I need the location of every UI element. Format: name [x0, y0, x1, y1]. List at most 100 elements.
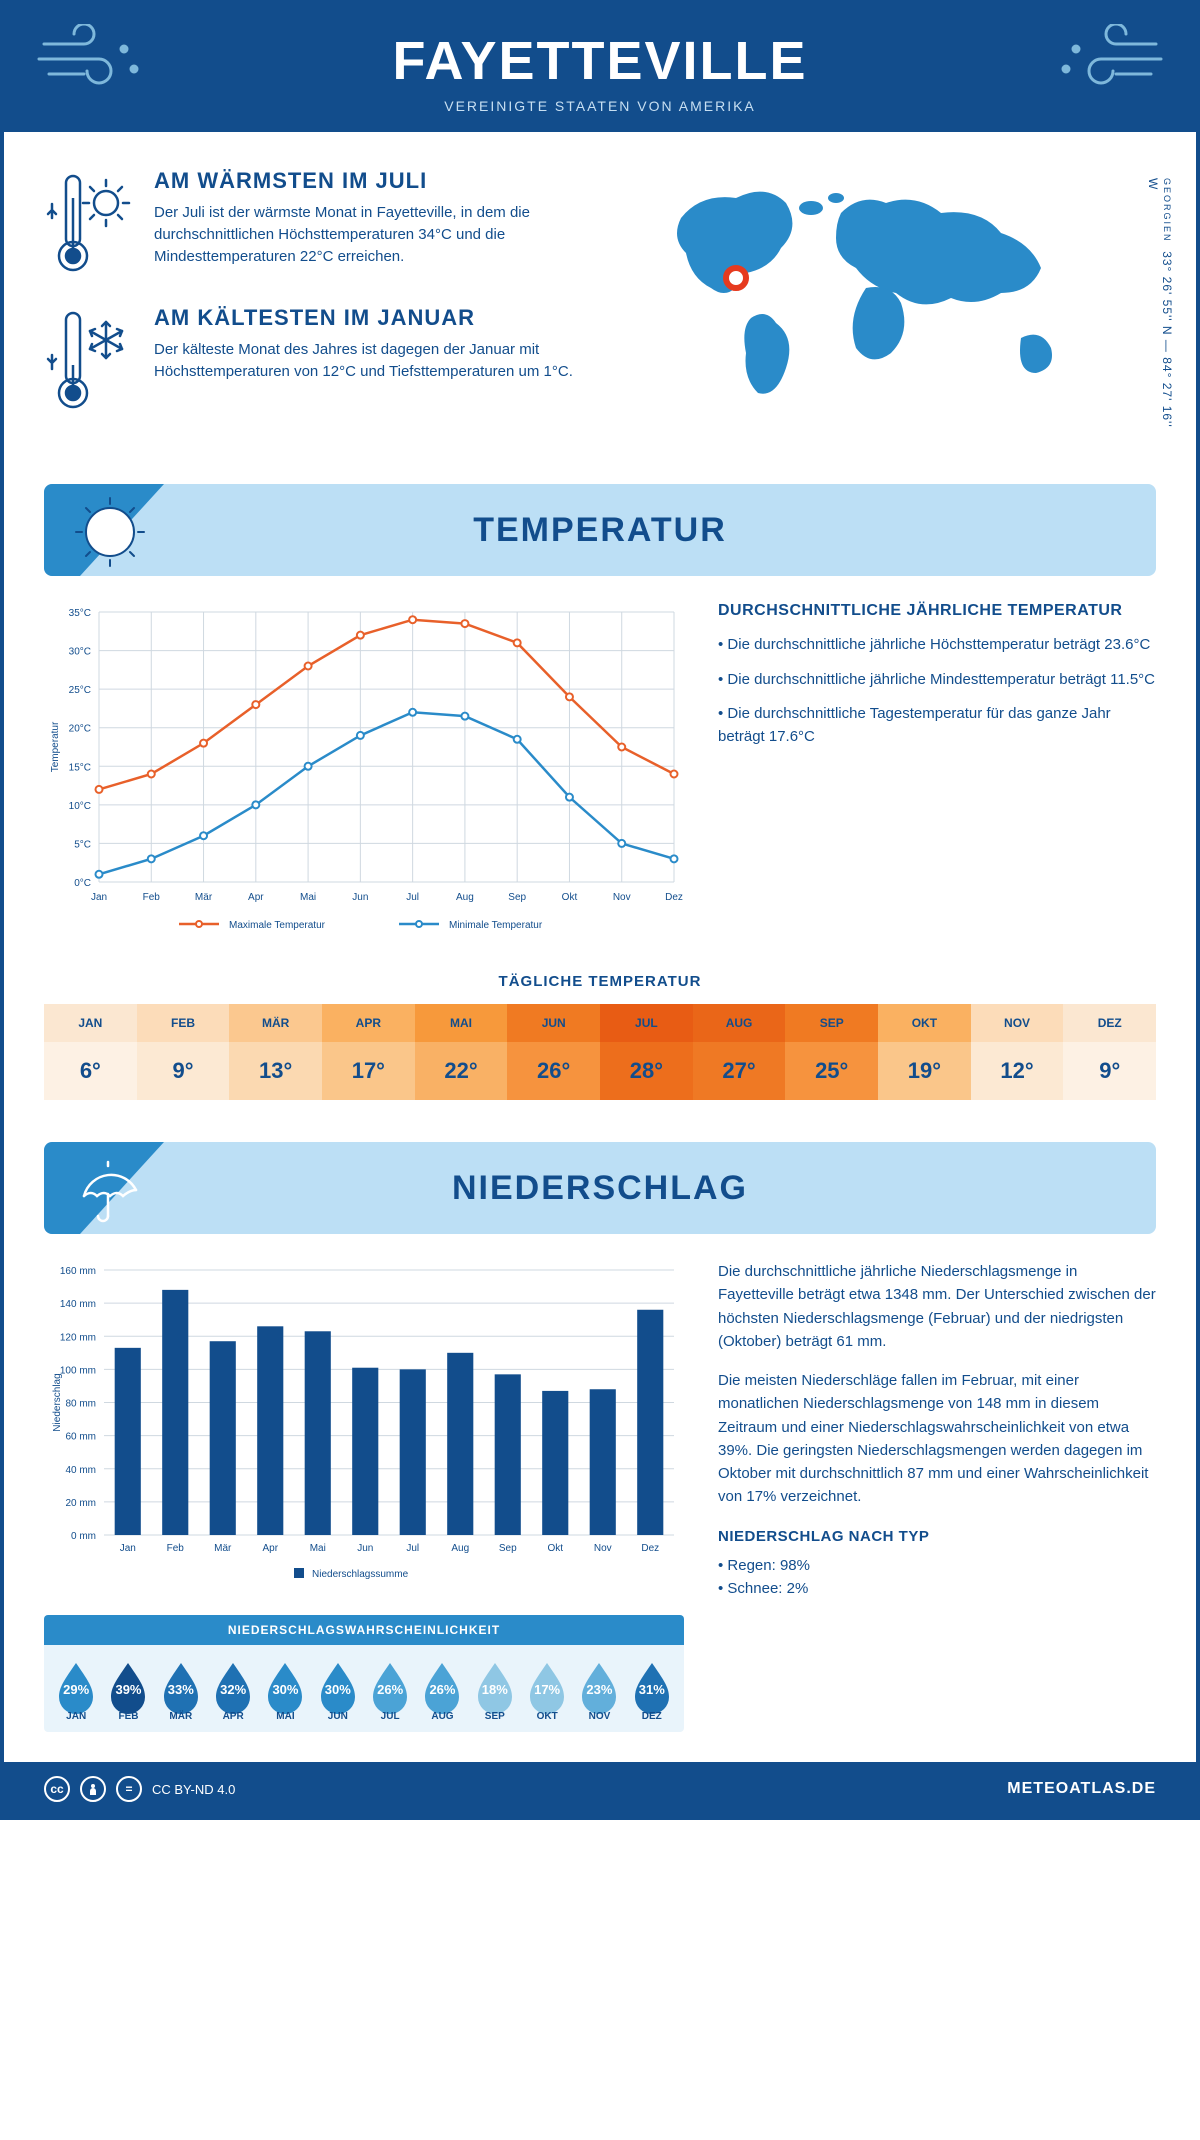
drop-item: 23% NOV [573, 1659, 625, 1722]
page-footer: cc = CC BY-ND 4.0 METEOATLAS.DE [4, 1762, 1196, 1816]
svg-text:Okt: Okt [562, 892, 578, 903]
temperature-line-chart: 0°C5°C10°C15°C20°C25°C30°C35°CJanFebMärA… [44, 602, 684, 947]
svg-text:Jun: Jun [357, 1543, 373, 1554]
warmest-fact: AM WÄRMSTEN IM JULI Der Juli ist der wär… [44, 168, 611, 283]
license-text: CC BY-ND 4.0 [152, 1782, 235, 1797]
temperature-banner: TEMPERATUR [44, 484, 1156, 576]
daily-col: APR 17° [322, 1004, 415, 1100]
svg-text:Feb: Feb [143, 892, 161, 903]
site-name: METEOATLAS.DE [1007, 1780, 1156, 1798]
svg-text:Dez: Dez [665, 892, 683, 903]
svg-text:Niederschlagssumme: Niederschlagssumme [312, 1569, 409, 1580]
thermometer-hot-icon [44, 168, 134, 283]
svg-text:Niederschlag: Niederschlag [52, 1373, 63, 1431]
svg-text:Nov: Nov [613, 892, 631, 903]
svg-text:Temperatur: Temperatur [50, 721, 61, 772]
svg-text:Sep: Sep [499, 1543, 517, 1554]
svg-text:Nov: Nov [594, 1543, 612, 1554]
wind-icon [1046, 24, 1166, 99]
sun-icon [70, 494, 150, 579]
svg-text:25°C: 25°C [69, 685, 91, 696]
svg-text:Jun: Jun [352, 892, 368, 903]
page-header: FAYETTEVILLE VEREINIGTE STAATEN VON AMER… [4, 4, 1196, 132]
drop-item: 18% SEP [469, 1659, 521, 1722]
precip-title: NIEDERSCHLAG [452, 1169, 748, 1208]
precip-summary: Die durchschnittliche jährliche Niedersc… [718, 1260, 1156, 1600]
temp-summary-title: DURCHSCHNITTLICHE JÄHRLICHE TEMPERATUR [718, 602, 1156, 620]
svg-text:15°C: 15°C [69, 762, 91, 773]
svg-text:Maximale Temperatur: Maximale Temperatur [229, 920, 326, 931]
daily-col: SEP 25° [785, 1004, 878, 1100]
daily-col: FEB 9° [137, 1004, 230, 1100]
svg-text:80 mm: 80 mm [65, 1399, 96, 1410]
drop-item: 31% DEZ [626, 1659, 678, 1722]
daily-col: OKT 19° [878, 1004, 971, 1100]
svg-text:20 mm: 20 mm [65, 1498, 96, 1509]
page-title: FAYETTEVILLE [4, 30, 1196, 92]
svg-text:Sep: Sep [508, 892, 526, 903]
svg-text:Jan: Jan [91, 892, 107, 903]
drop-item: 30% MAI [259, 1659, 311, 1722]
drop-item: 17% OKT [521, 1659, 573, 1722]
svg-text:Mär: Mär [214, 1543, 232, 1554]
coldest-text: Der kälteste Monat des Jahres ist dagege… [154, 339, 611, 383]
svg-text:35°C: 35°C [69, 608, 91, 619]
svg-text:Jan: Jan [120, 1543, 136, 1554]
prob-title: NIEDERSCHLAGSWAHRSCHEINLICHKEIT [44, 1615, 684, 1645]
svg-text:Dez: Dez [641, 1543, 659, 1554]
svg-text:140 mm: 140 mm [60, 1299, 96, 1310]
svg-text:0°C: 0°C [74, 878, 91, 889]
svg-text:10°C: 10°C [69, 801, 91, 812]
cc-icon: cc [44, 1776, 70, 1802]
temperature-summary: DURCHSCHNITTLICHE JÄHRLICHE TEMPERATUR •… [718, 602, 1156, 760]
drop-item: 26% JUL [364, 1659, 416, 1722]
wind-icon [34, 24, 154, 99]
svg-text:Minimale Temperatur: Minimale Temperatur [449, 920, 543, 931]
nd-icon: = [116, 1776, 142, 1802]
warmest-text: Der Juli ist der wärmste Monat in Fayett… [154, 202, 611, 267]
daily-temp-title: TÄGLICHE TEMPERATUR [44, 973, 1156, 990]
drop-item: 32% APR [207, 1659, 259, 1722]
svg-text:30°C: 30°C [69, 647, 91, 658]
daily-col: JAN 6° [44, 1004, 137, 1100]
daily-col: MÄR 13° [229, 1004, 322, 1100]
daily-col: NOV 12° [971, 1004, 1064, 1100]
daily-col: MAI 22° [415, 1004, 508, 1100]
location-marker [726, 268, 746, 288]
svg-text:Apr: Apr [248, 892, 264, 903]
coordinates: GEORGIEN 33° 26' 55'' N — 84° 27' 16'' W [1146, 178, 1174, 442]
svg-text:Aug: Aug [456, 892, 474, 903]
drop-item: 26% AUG [416, 1659, 468, 1722]
precip-bar-chart: 0 mm20 mm40 mm60 mm80 mm100 mm120 mm140 … [44, 1260, 684, 1595]
by-icon [80, 1776, 106, 1802]
svg-text:120 mm: 120 mm [60, 1332, 96, 1343]
daily-col: JUL 28° [600, 1004, 693, 1100]
coldest-fact: AM KÄLTESTEN IM JANUAR Der kälteste Mona… [44, 305, 611, 420]
precip-banner: NIEDERSCHLAG [44, 1142, 1156, 1234]
drop-item: 29% JAN [50, 1659, 102, 1722]
precip-type-title: NIEDERSCHLAG NACH TYP [718, 1525, 1156, 1548]
daily-col: JUN 26° [507, 1004, 600, 1100]
thermometer-cold-icon [44, 305, 134, 420]
svg-text:Jul: Jul [406, 1543, 419, 1554]
umbrella-icon [70, 1152, 148, 1235]
precip-probability: NIEDERSCHLAGSWAHRSCHEINLICHKEIT 29% JAN … [44, 1615, 684, 1732]
drop-item: 33% MÄR [155, 1659, 207, 1722]
page-subtitle: VEREINIGTE STAATEN VON AMERIKA [4, 98, 1196, 114]
drop-item: 30% JUN [312, 1659, 364, 1722]
daily-col: DEZ 9° [1063, 1004, 1156, 1100]
temperature-title: TEMPERATUR [473, 511, 727, 550]
svg-text:160 mm: 160 mm [60, 1266, 96, 1277]
svg-text:100 mm: 100 mm [60, 1365, 96, 1376]
svg-text:5°C: 5°C [74, 839, 91, 850]
coldest-title: AM KÄLTESTEN IM JANUAR [154, 305, 611, 331]
svg-text:Mär: Mär [195, 892, 213, 903]
daily-col: AUG 27° [693, 1004, 786, 1100]
warmest-title: AM WÄRMSTEN IM JULI [154, 168, 611, 194]
svg-text:Feb: Feb [167, 1543, 185, 1554]
daily-temp-table: JAN 6° FEB 9° MÄR 13° APR 17° MAI 22° JU… [44, 1004, 1156, 1100]
world-map [641, 168, 1156, 413]
intro-section: AM WÄRMSTEN IM JULI Der Juli ist der wär… [44, 132, 1156, 466]
drop-item: 39% FEB [102, 1659, 154, 1722]
svg-text:Jul: Jul [406, 892, 419, 903]
